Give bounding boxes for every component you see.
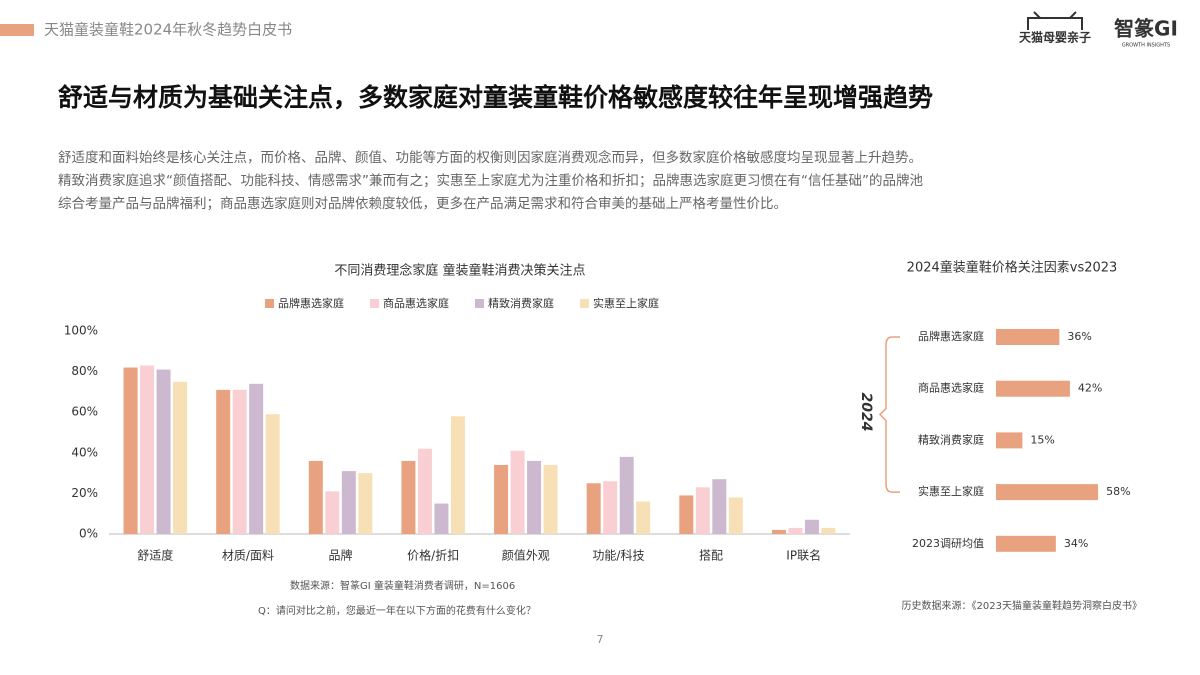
x-tick-label: 搭配 [699, 549, 723, 563]
bar [543, 464, 558, 534]
x-tick-label: 功能/科技 [592, 549, 644, 563]
bar [140, 365, 155, 534]
page-number: 7 [597, 633, 604, 646]
bar [996, 380, 1070, 397]
bar [156, 369, 171, 534]
charts: 不同消费理念家庭 童装童鞋消费决策关注点 0% 20% 40% 60% 80% 100% 品牌… [64, 260, 1142, 618]
bar [771, 529, 786, 534]
bar [804, 519, 819, 534]
y-tick-label: 100% [64, 324, 98, 338]
bar [603, 481, 618, 534]
main-title: 舒适与材质为基础关注点，多数家庭对童装童鞋价格敏感度较往年呈现增强趋势 [58, 83, 933, 112]
bar [728, 497, 743, 534]
legend-label: 精致消费家庭 [488, 296, 554, 310]
x-tick-label: 价格/折扣 [407, 548, 459, 563]
bar [173, 381, 188, 534]
bar [401, 460, 416, 534]
legend-swatch [265, 299, 274, 308]
bar [679, 495, 694, 534]
bar [450, 416, 465, 534]
bar [494, 464, 509, 534]
bar [232, 389, 247, 534]
chart-title: 不同消费理念家庭 童装童鞋消费决策关注点 [334, 263, 585, 279]
y-tick-label: 2023调研均值 [912, 537, 984, 550]
bar [510, 450, 525, 534]
y-tick-label: 80% [71, 364, 98, 378]
note: Q：请问对比之前，您最近一年在以下方面的花费有什么变化？ [258, 604, 536, 617]
bar [341, 471, 356, 534]
x-tick-label: 品牌 [329, 549, 353, 563]
legend-swatch [475, 299, 484, 308]
bar [249, 383, 264, 534]
value-label: 58% [1106, 485, 1130, 498]
y-tick-label: 品牌惠选家庭 [918, 329, 984, 343]
bar [123, 367, 138, 534]
x-tick-label: IP联名 [786, 548, 821, 563]
bar [996, 329, 1060, 345]
chart-title: 2024童装童鞋价格关注因素vs2023 [907, 260, 1118, 276]
group-bracket [878, 336, 900, 493]
bar [619, 456, 634, 534]
legend-label: 实惠至上家庭 [593, 296, 659, 310]
bar [308, 460, 323, 534]
group-label: 2024 [858, 393, 874, 432]
paragraph-line: 舒适度和面料始终是核心关注点，而价格、品牌、颜值、功能等方面的权衡则因家庭消费观… [58, 149, 922, 166]
logo-left: 天猫母婴亲子 [1019, 30, 1091, 45]
x-tick-label: 舒适度 [137, 548, 173, 563]
y-tick-label: 0% [79, 527, 98, 541]
bar [695, 487, 710, 534]
bar [788, 527, 803, 534]
bar [586, 483, 601, 534]
header-marker [0, 24, 34, 36]
report-title: 天猫童装童鞋2024年秋冬趋势白皮书 [44, 21, 292, 39]
bar [527, 460, 542, 534]
source: 历史数据来源：《2023天猫童装童鞋趋势洞察白皮书》 [902, 599, 1142, 612]
y-tick-label: 20% [71, 486, 98, 500]
logo-icon [1027, 11, 1083, 30]
x-tick-label: 颜值外观 [502, 548, 550, 563]
bar [636, 501, 651, 534]
bar [996, 535, 1056, 552]
legend-swatch [370, 299, 379, 308]
x-tick-label: 材质/面料 [222, 549, 274, 563]
value-label: 42% [1078, 382, 1102, 395]
bar [821, 527, 836, 534]
bar [434, 503, 449, 534]
y-tick-label: 商品惠选家庭 [918, 381, 984, 395]
bar [325, 491, 340, 534]
value-label: 36% [1067, 330, 1091, 343]
legend-label: 商品惠选家庭 [383, 296, 449, 310]
legend-swatch [580, 299, 589, 308]
logo-right: 智篆GI [1114, 17, 1178, 41]
y-tick-label: 40% [71, 445, 98, 459]
bar [265, 414, 280, 534]
y-tick-label: 精致消费家庭 [918, 432, 984, 446]
value-label: 34% [1064, 537, 1088, 550]
logo-right-sub: GROWTH INSIGHTS [1122, 43, 1170, 49]
source: 数据来源：智篆GI 童装童鞋消费者调研，N=1606 [290, 579, 515, 592]
bar [216, 389, 231, 534]
paragraph-line: 精致消费家庭追求“颜值搭配、功能科技、情感需求”兼而有之；实惠至上家庭尤为注重价… [58, 172, 923, 189]
bar [996, 432, 1023, 449]
legend-label: 品牌惠选家庭 [278, 296, 344, 310]
y-tick-label: 实惠至上家庭 [918, 484, 984, 498]
bar [358, 473, 373, 534]
bar [712, 479, 727, 534]
value-label: 15% [1030, 433, 1054, 446]
bar [996, 484, 1099, 501]
bar [417, 448, 432, 534]
paragraph-line: 综合考量产品与品牌福利；商品惠选家庭则对品牌依赖度较低，更多在产品满足需求和符合… [58, 195, 787, 212]
y-tick-label: 60% [71, 405, 98, 419]
